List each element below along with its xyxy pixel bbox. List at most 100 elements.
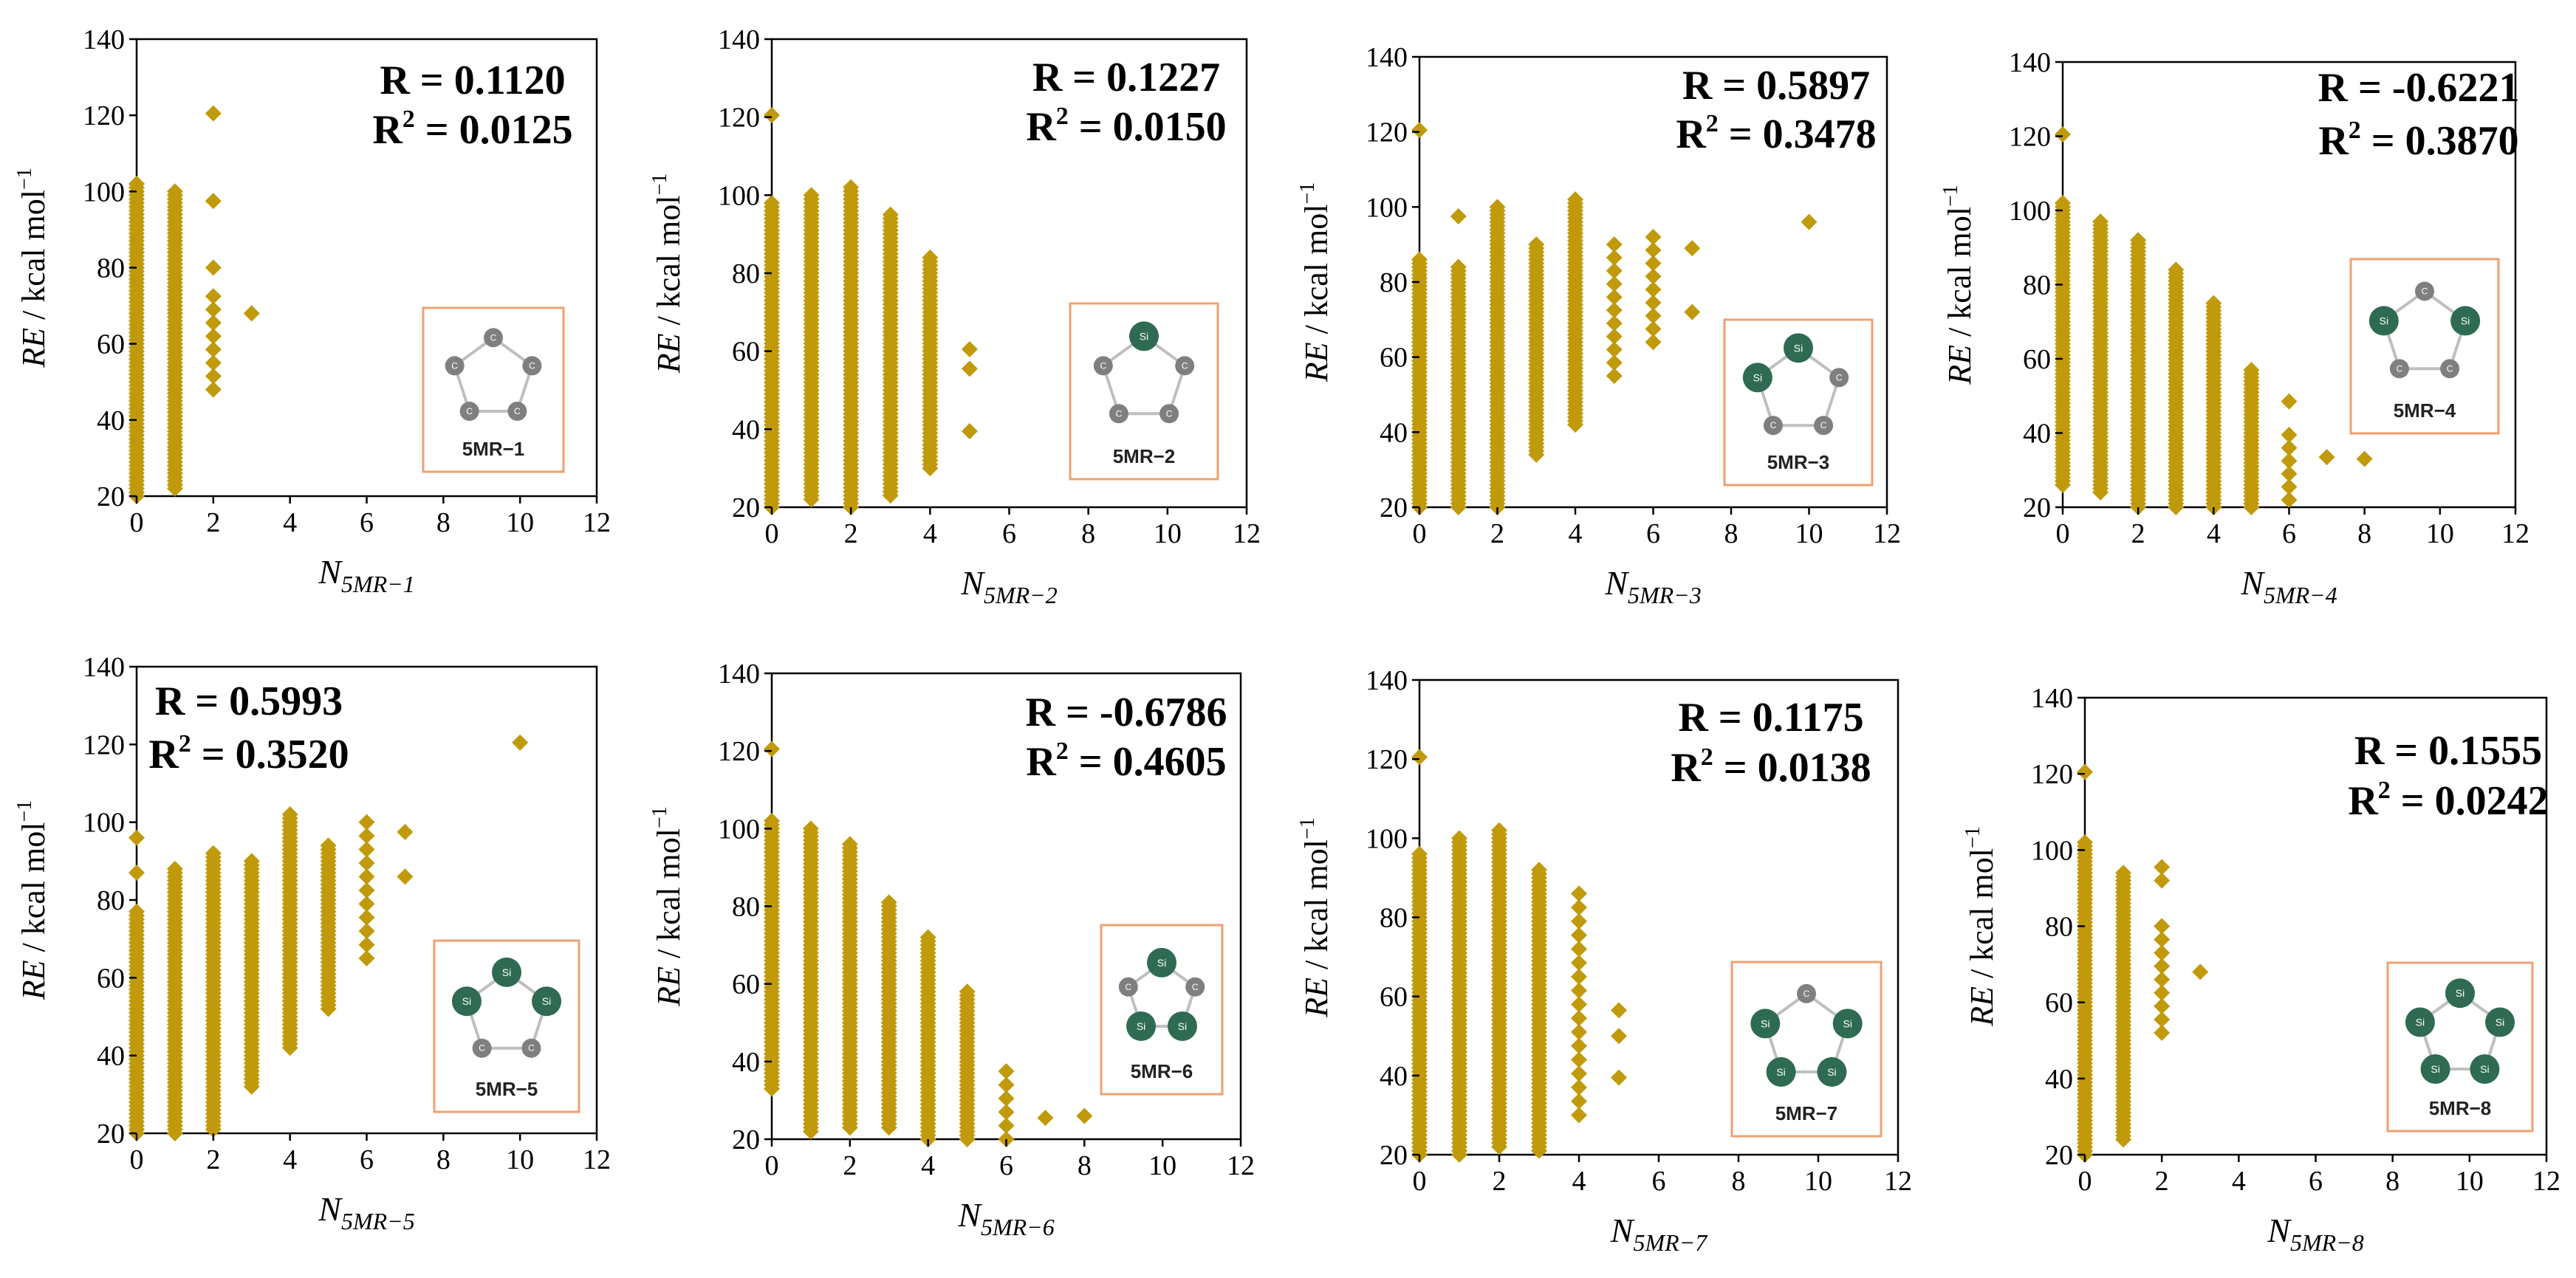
data-point [1606, 368, 1623, 385]
data-point [358, 936, 375, 953]
data-point [1606, 328, 1623, 345]
x-axis-label: N5MR−4 [2240, 564, 2337, 608]
si-atom-icon: Si [1784, 333, 1813, 363]
marker-band-3 [243, 853, 260, 1095]
x-tick-label: 0 [765, 518, 779, 549]
data-point [998, 1117, 1015, 1134]
marker-band-0 [764, 194, 780, 515]
r-squared-value: R2 = 0.0150 [1026, 103, 1226, 150]
y-tick-label: 140 [2009, 47, 2051, 78]
x-tick-label: 2 [843, 1150, 857, 1181]
x-tick-label: 12 [583, 1144, 611, 1175]
atom-symbol: Si [1761, 1017, 1770, 1029]
data-point [843, 179, 860, 196]
data-point [1411, 122, 1428, 139]
y-tick-label: 120 [1366, 117, 1408, 148]
atom-symbol: C [466, 406, 473, 416]
data-point [1451, 830, 1467, 847]
data-point [2130, 232, 2147, 249]
motif-inset: C C C C C 5MR−1 [422, 306, 565, 473]
c-atom-icon: C [1159, 404, 1179, 424]
y-tick-label: 40 [97, 1041, 125, 1072]
marker-band-2 [205, 288, 222, 398]
x-tick-label: 6 [1652, 1166, 1666, 1197]
scatter-panel-2: 0 2 4 6 8 10 12 20 40 60 80 100 120 140 RE / kcal mol−… [648, 24, 1261, 608]
y-tick-label: 120 [2009, 122, 2051, 153]
data-point [1645, 268, 1662, 285]
motif-label: 5MR−1 [462, 438, 525, 460]
data-point [2154, 859, 2171, 876]
data-point [2154, 931, 2171, 948]
x-tick-label: 12 [1227, 1150, 1255, 1181]
data-point [1571, 1023, 1587, 1040]
atom-symbol: Si [462, 995, 471, 1007]
r-value: R = -0.6786 [1026, 690, 1227, 735]
motif-inset: Si C C C Si 5MR−3 [1723, 318, 1874, 487]
data-point [1606, 275, 1623, 292]
data-point [1037, 1110, 1054, 1127]
y-tick-label: 140 [83, 24, 125, 55]
y-tick-label: 80 [97, 253, 125, 284]
si-atom-icon: Si [2405, 1007, 2435, 1037]
data-point [243, 853, 260, 870]
marker-band-1 [166, 860, 183, 1141]
marker-band-5 [2243, 362, 2260, 515]
marker-band-5 [959, 983, 976, 1147]
data-point [2154, 997, 2171, 1014]
y-tick-label: 100 [718, 180, 760, 211]
data-point [1571, 968, 1587, 985]
data-point [998, 1090, 1015, 1107]
x-tick-label: 10 [1795, 518, 1823, 549]
data-point [1450, 258, 1467, 275]
data-point [1571, 1093, 1587, 1110]
atom-circle [1814, 416, 1834, 436]
x-tick-label: 12 [1884, 1166, 1912, 1197]
data-point [512, 734, 529, 751]
atom-circle [2470, 1054, 2500, 1085]
marker-band-4 [1571, 885, 1587, 1124]
x-tick-label: 12 [583, 507, 611, 538]
atom-circle [2368, 306, 2399, 336]
data-point [358, 923, 375, 940]
data-point [281, 806, 298, 823]
r-value: R = 0.5993 [155, 678, 343, 724]
c-atom-icon: C [1829, 368, 1849, 388]
x-tick-label: 10 [506, 507, 534, 538]
y-tick-label: 20 [1380, 1140, 1408, 1171]
x-tick-label: 10 [1804, 1166, 1832, 1197]
si-atom-icon: Si [1167, 1011, 1197, 1041]
x-tick-label: 0 [1413, 1166, 1427, 1197]
data-point [1489, 199, 1506, 216]
y-axis-label: RE / kcal mol−1 [648, 174, 687, 374]
x-tick-label: 6 [1646, 518, 1660, 549]
marker-band-1 [1451, 830, 1467, 1163]
data-point [2154, 918, 2171, 935]
data-point [243, 305, 260, 322]
data-point [2356, 450, 2373, 467]
scatter-panel-7: 0 2 4 6 8 10 12 20 40 60 80 100 120 140 RE / kcal mol−… [1296, 665, 1912, 1256]
data-point [2243, 362, 2260, 379]
x-tick-label: 10 [1148, 1150, 1176, 1181]
c-atom-icon: C [1185, 977, 1205, 997]
data-markers [1411, 749, 1627, 1163]
atom-circle [2445, 978, 2475, 1009]
atom-circle [492, 957, 521, 987]
atom-circle [1832, 1009, 1863, 1039]
si-atom-icon: Si [1126, 1011, 1157, 1041]
data-point [1571, 1051, 1587, 1068]
marker-band-4 [2205, 295, 2222, 515]
y-tick-label: 20 [1380, 492, 1408, 523]
data-point [2055, 194, 2071, 211]
atom-circle [1126, 1011, 1157, 1041]
c-atom-icon: C [1109, 404, 1128, 424]
atom-symbol: C [1166, 408, 1173, 419]
x-tick-label: 8 [436, 507, 451, 538]
scatter-panel-6: 0 2 4 6 8 10 12 20 40 60 80 100 120 140 RE / kcal mol−… [648, 659, 1255, 1240]
atom-circle [1763, 416, 1783, 436]
data-point [1450, 208, 1467, 225]
data-point [205, 381, 222, 398]
x-axis-label: N5MR−7 [1610, 1212, 1708, 1256]
atom-circle [2420, 1054, 2450, 1085]
y-axis-label: RE / kcal mol−1 [13, 800, 52, 1001]
r-squared-value: R2 = 0.3520 [148, 730, 349, 777]
